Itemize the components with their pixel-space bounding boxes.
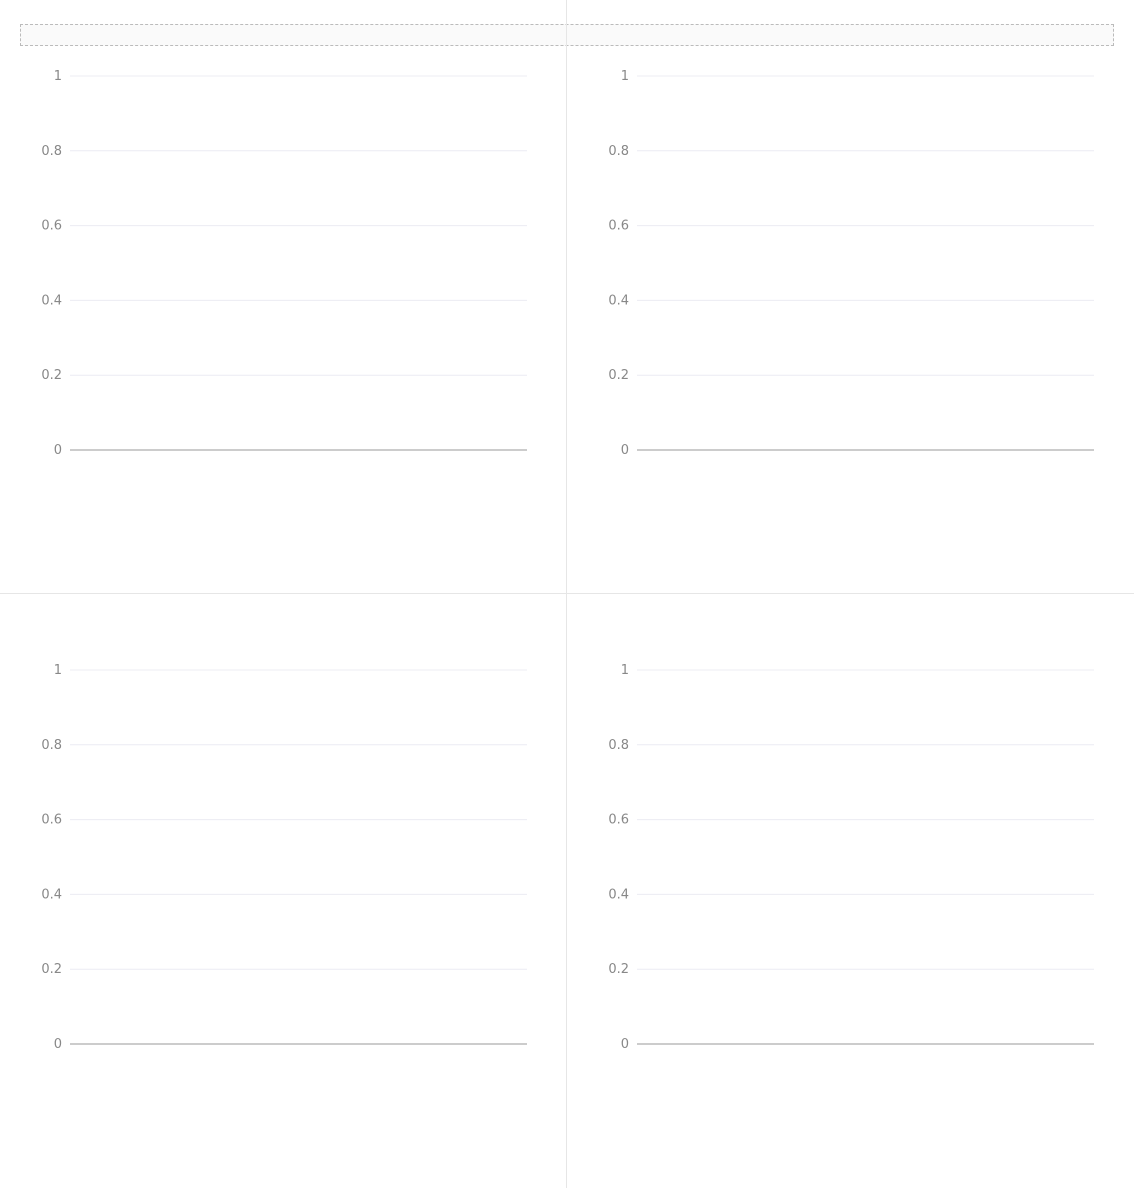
y-tick-label: 0: [54, 443, 62, 458]
y-tick-label: 0: [621, 443, 629, 458]
y-tick-label: 0.8: [41, 738, 62, 753]
y-tick-label: 0.4: [41, 887, 62, 902]
y-tick-label: 0.2: [608, 368, 629, 383]
chart-panel-2: 0 0.2 0.4 0.6 0.8 1: [567, 0, 1134, 594]
chart-panel-1: 0 0.2 0.4 0.6 0.8 1: [0, 0, 567, 594]
y-tick-label: 1: [54, 663, 62, 678]
chart-panel-4: 0 0.2 0.4 0.6 0.8 1: [567, 594, 1134, 1188]
y-tick-label: 0.2: [608, 962, 629, 977]
y-tick-label: 0.4: [608, 293, 629, 308]
y-tick-label: 0.2: [41, 368, 62, 383]
y-tick-label: 1: [54, 69, 62, 84]
y-tick-label: 0: [54, 1037, 62, 1052]
y-tick-label: 0.6: [608, 219, 629, 234]
y-tick-label: 0.6: [608, 813, 629, 828]
line-chart: 0 0.2 0.4 0.6 0.8 1: [41, 69, 527, 458]
chart-panel-3: 0 0.2 0.4 0.6 0.8 1: [0, 594, 567, 1188]
y-tick-label: 0.8: [41, 144, 62, 159]
y-tick-label: 0.8: [608, 738, 629, 753]
y-tick-label: 0.4: [608, 887, 629, 902]
y-tick-label: 0.4: [41, 293, 62, 308]
y-tick-label: 1: [621, 663, 629, 678]
line-chart: 0 0.2 0.4 0.6 0.8 1: [608, 69, 1094, 458]
y-tick-label: 0.8: [608, 144, 629, 159]
line-chart: 0 0.2 0.4 0.6 0.8 1: [608, 663, 1094, 1052]
y-tick-label: 0.6: [41, 219, 62, 234]
y-tick-label: 0.2: [41, 962, 62, 977]
line-chart: 0 0.2 0.4 0.6 0.8 1: [41, 663, 527, 1052]
y-tick-label: 1: [621, 69, 629, 84]
y-tick-label: 0: [621, 1037, 629, 1052]
placeholder-note: [20, 24, 1114, 46]
y-tick-label: 0.6: [41, 813, 62, 828]
